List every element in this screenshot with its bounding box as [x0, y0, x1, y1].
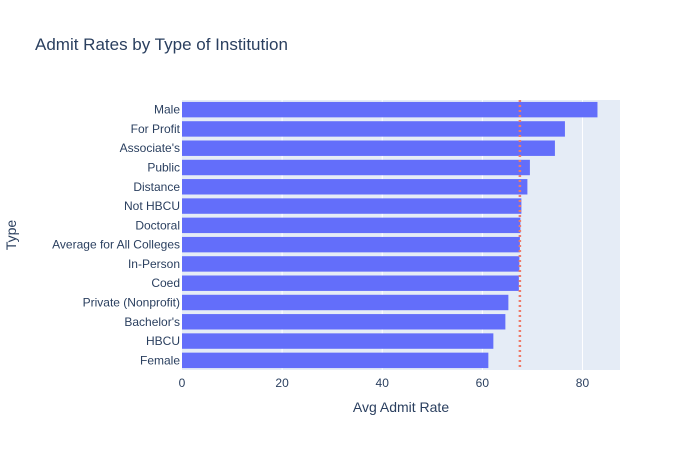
bar [182, 352, 489, 369]
category-label: Public [147, 161, 180, 175]
x-axis-title: Avg Admit Rate [353, 399, 449, 415]
category-label: Bachelor's [124, 315, 180, 329]
bar [182, 121, 565, 137]
bar [182, 101, 598, 118]
bar [182, 333, 494, 349]
bar [182, 236, 520, 253]
category-label: Coed [151, 276, 180, 290]
x-tick-label: 20 [275, 376, 289, 390]
x-tick-label: 0 [179, 376, 186, 390]
bar [182, 275, 519, 291]
category-label: Not HBCU [124, 199, 180, 213]
x-tick-label: 60 [476, 376, 490, 390]
category-label: Associate's [120, 141, 180, 155]
bar [182, 217, 521, 234]
bar [182, 294, 509, 311]
x-tick-label: 80 [576, 376, 590, 390]
bar [182, 198, 522, 214]
category-labels: Male For Profit Associate's Public Distance N… [52, 103, 181, 368]
bar [182, 314, 506, 330]
category-label: Private (Nonprofit) [83, 296, 180, 310]
bar [182, 159, 530, 176]
category-label: Female [140, 353, 180, 367]
category-label: Male [154, 103, 180, 117]
category-label: HBCU [146, 334, 180, 348]
x-tick-label: 40 [376, 376, 390, 390]
x-tick-labels: 0 20 40 60 80 [179, 376, 590, 390]
category-label: For Profit [131, 122, 181, 136]
bar [182, 256, 520, 272]
y-axis-title: Type [3, 220, 19, 251]
chart-title: Admit Rates by Type of Institution [35, 35, 288, 54]
category-label: In-Person [128, 257, 180, 271]
bar [182, 140, 555, 156]
bars [182, 101, 598, 369]
category-label: Average for All Colleges [52, 238, 180, 252]
bar [182, 179, 528, 195]
category-label: Doctoral [135, 218, 180, 232]
category-label: Distance [133, 180, 180, 194]
